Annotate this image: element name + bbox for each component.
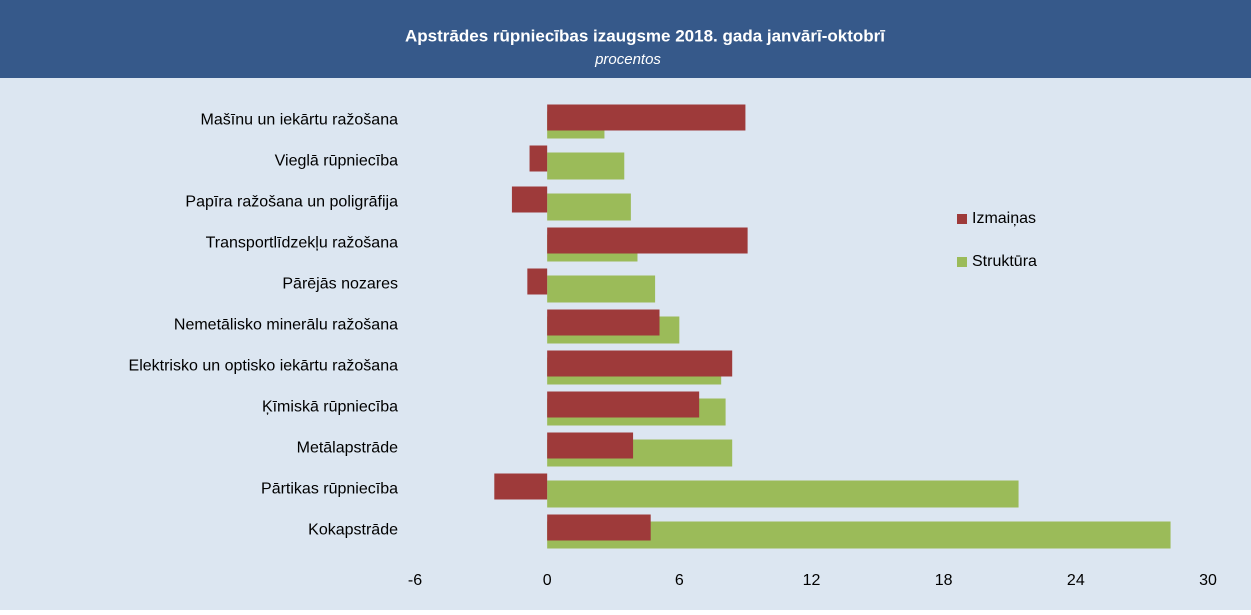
bar [547, 275, 656, 303]
bar [547, 514, 651, 541]
chart-subtitle: procentos [594, 51, 661, 68]
bar [529, 145, 548, 172]
header [0, 0, 1251, 78]
y-tick-label: Pārtikas rūpniecība [261, 481, 398, 498]
legend-swatch [957, 214, 967, 224]
bar [547, 391, 700, 418]
y-tick-label: Transportlīdzekļu ražošana [206, 235, 398, 252]
x-tick-label: 18 [935, 572, 953, 589]
x-tick-label: 30 [1199, 572, 1217, 589]
chart-title: Apstrādes rūpniecības izaugsme 2018. gad… [405, 26, 885, 45]
bar [511, 186, 548, 213]
x-tick-label: -6 [408, 572, 422, 589]
y-tick-label: Elektrisko un optisko iekārtu ražošana [129, 358, 399, 375]
bar [547, 350, 733, 377]
legend-swatch [957, 257, 967, 267]
bar [494, 473, 548, 500]
bar [547, 480, 1019, 508]
bar [547, 227, 748, 254]
x-tick-label: 0 [543, 572, 552, 589]
y-tick-label: Vieglā rūpniecība [275, 153, 398, 170]
bar [527, 268, 548, 295]
legend-label: Struktūra [972, 253, 1037, 270]
y-tick-label: Mašīnu un iekārtu ražošana [201, 112, 399, 129]
bar [547, 104, 746, 131]
x-tick-label: 12 [803, 572, 821, 589]
x-tick-label: 6 [675, 572, 684, 589]
bar [547, 521, 1171, 549]
y-tick-label: Nemetālisko minerālu ražošana [174, 317, 398, 334]
bar [547, 152, 625, 180]
y-tick-label: Metālapstrāde [297, 440, 398, 457]
bar [547, 193, 631, 221]
legend-label: Izmaiņas [972, 210, 1036, 227]
x-tick-label: 24 [1067, 572, 1085, 589]
y-tick-label: Ķīmiskā rūpniecība [262, 399, 398, 416]
bar [547, 309, 660, 336]
bar [547, 432, 634, 459]
y-tick-label: Pārējās nozares [282, 276, 398, 293]
y-tick-label: Kokapstrāde [308, 522, 398, 539]
y-tick-label: Papīra ražošana un poligrāfija [185, 194, 398, 211]
